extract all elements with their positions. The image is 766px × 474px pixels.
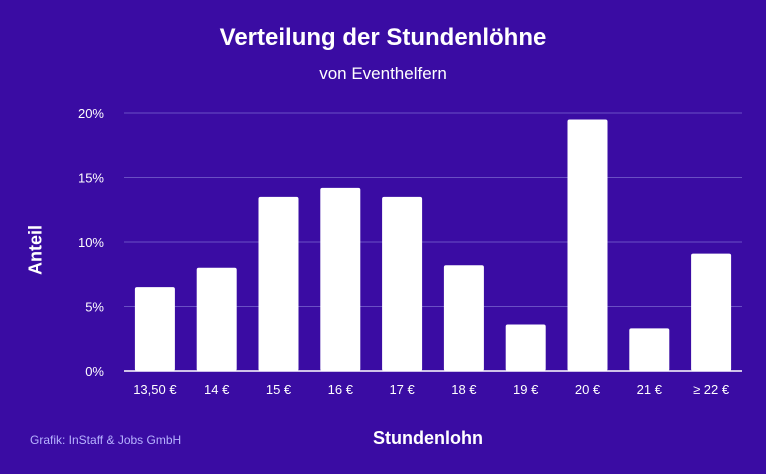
y-tick-label: 15%: [78, 171, 104, 186]
bar: [505, 324, 546, 371]
bar: [629, 328, 670, 371]
x-tick-label: 15 €: [266, 382, 292, 397]
bar: [567, 119, 608, 371]
bar: [691, 253, 732, 371]
x-tick-label: 21 €: [637, 382, 663, 397]
x-tick-label: 17 €: [389, 382, 415, 397]
x-axis-label: Stundenlohn: [373, 428, 483, 448]
x-tick-label: 18 €: [451, 382, 477, 397]
bar: [382, 196, 423, 371]
bar: [134, 287, 175, 371]
credit-text: Grafik: InStaff & Jobs GmbH: [30, 433, 182, 447]
chart-title: Verteilung der Stundenlöhne: [219, 24, 547, 51]
x-tick-label: 19 €: [513, 382, 539, 397]
x-tick-label: 16 €: [328, 382, 354, 397]
bar: [196, 267, 237, 371]
bar: [320, 187, 361, 371]
x-tick-label: 14 €: [204, 382, 230, 397]
x-tick-label: 20 €: [575, 382, 601, 397]
bar: [258, 196, 299, 371]
y-tick-label: 20%: [78, 106, 104, 121]
y-tick-label: 0%: [85, 364, 104, 379]
x-tick-label: ≥ 22 €: [693, 382, 730, 397]
bar: [443, 265, 484, 371]
y-tick-label: 5%: [85, 300, 104, 315]
chart-subtitle: von Eventhelfern: [319, 64, 447, 83]
y-tick-label: 10%: [78, 235, 104, 250]
x-tick-label: 13,50 €: [133, 382, 177, 397]
